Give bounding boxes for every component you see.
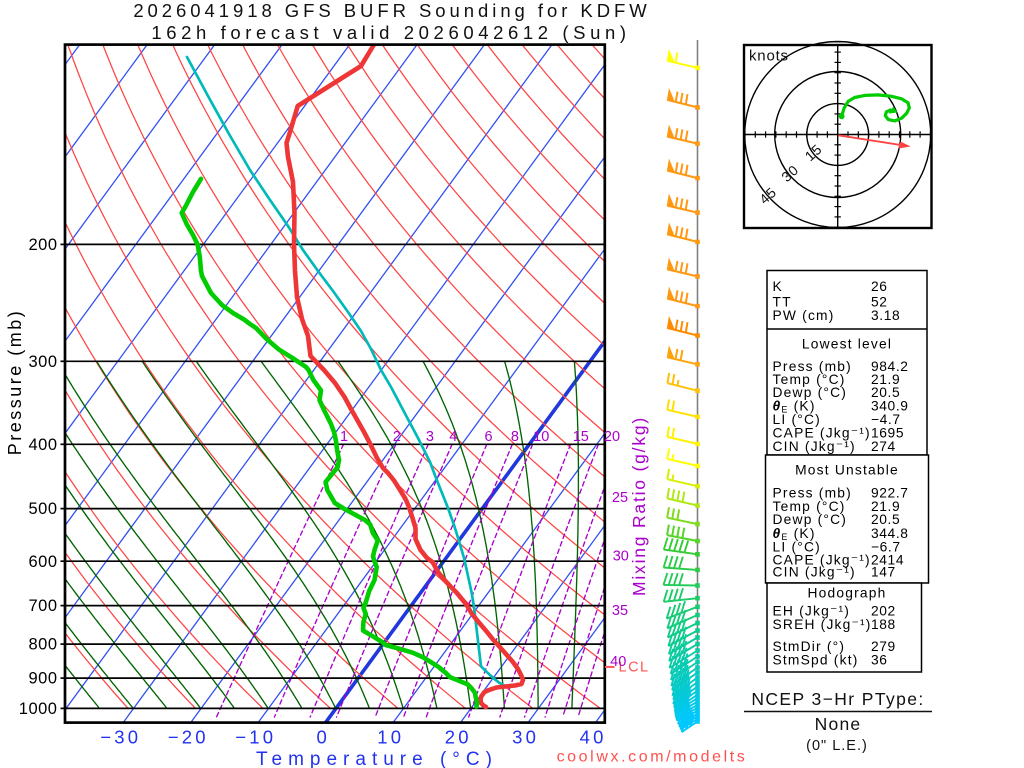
svg-text:3: 3 <box>426 429 434 445</box>
svg-text:6: 6 <box>484 429 492 445</box>
svg-text:−10: −10 <box>235 727 276 748</box>
svg-text:279: 279 <box>871 639 896 654</box>
svg-text:922.7: 922.7 <box>871 486 909 501</box>
svg-text:188: 188 <box>871 617 896 632</box>
svg-text:984.2: 984.2 <box>871 359 909 374</box>
svg-text:Temp (°C): Temp (°C) <box>773 372 846 387</box>
svg-text:−4.7: −4.7 <box>871 412 901 427</box>
svg-text:2414: 2414 <box>871 553 904 568</box>
svg-text:40: 40 <box>580 727 607 748</box>
svg-text:LCL: LCL <box>619 660 650 676</box>
svg-text:LI (°C): LI (°C) <box>773 412 821 427</box>
svg-text:CIN (Jkg⁻¹): CIN (Jkg⁻¹) <box>773 565 856 580</box>
svg-text:1695: 1695 <box>871 426 904 441</box>
svg-text:2026041918 GFS BUFR Sounding f: 2026041918 GFS BUFR Sounding for KDFW <box>133 0 650 21</box>
svg-text:LI (°C): LI (°C) <box>773 540 821 555</box>
svg-text:0: 0 <box>316 727 330 748</box>
svg-text:40: 40 <box>610 654 626 670</box>
svg-text:CIN (Jkg⁻¹): CIN (Jkg⁻¹) <box>773 439 856 454</box>
svg-text:344.8: 344.8 <box>871 526 909 541</box>
svg-text:Dewp (°C): Dewp (°C) <box>773 512 848 527</box>
svg-text:EH (Jkg⁻¹): EH (Jkg⁻¹) <box>773 604 851 619</box>
svg-text:knots: knots <box>749 48 789 65</box>
svg-text:−6.7: −6.7 <box>871 540 901 555</box>
svg-text:θE (K): θE (K) <box>773 399 816 415</box>
svg-text:700: 700 <box>28 597 57 615</box>
svg-text:800: 800 <box>28 636 57 654</box>
svg-text:Hodograph: Hodograph <box>807 585 886 600</box>
svg-text:1000: 1000 <box>19 700 58 718</box>
svg-text:(0" L.E.): (0" L.E.) <box>806 738 868 754</box>
svg-text:NCEP 3−Hr PType:: NCEP 3−Hr PType: <box>751 689 924 709</box>
svg-text:2: 2 <box>393 429 401 445</box>
svg-text:CAPE (Jkg⁻¹): CAPE (Jkg⁻¹) <box>773 426 871 441</box>
svg-text:Lowest level: Lowest level <box>802 337 892 352</box>
svg-text:340.9: 340.9 <box>871 399 909 414</box>
svg-text:StmSpd (kt): StmSpd (kt) <box>773 653 859 668</box>
svg-text:SREH (Jkg⁻¹): SREH (Jkg⁻¹) <box>773 617 872 632</box>
svg-text:10: 10 <box>377 727 404 748</box>
svg-text:Temp (°C): Temp (°C) <box>773 499 846 514</box>
svg-text:Press (mb): Press (mb) <box>773 486 852 501</box>
svg-text:CAPE (Jkg⁻¹): CAPE (Jkg⁻¹) <box>773 553 871 568</box>
svg-text:20: 20 <box>604 429 620 445</box>
svg-text:15: 15 <box>573 429 589 445</box>
svg-text:θE (K): θE (K) <box>773 526 816 542</box>
svg-text:202: 202 <box>871 604 896 619</box>
svg-text:Pressure (mb): Pressure (mb) <box>5 309 25 456</box>
svg-text:600: 600 <box>28 553 57 571</box>
svg-text:30: 30 <box>613 548 629 564</box>
svg-text:coolwx.com/modelts: coolwx.com/modelts <box>557 749 748 766</box>
svg-text:K: K <box>773 279 783 294</box>
svg-text:PW (cm): PW (cm) <box>773 308 835 323</box>
svg-text:200: 200 <box>28 236 57 254</box>
svg-text:35: 35 <box>612 603 628 619</box>
svg-text:None: None <box>815 714 862 734</box>
svg-text:StmDir (°): StmDir (°) <box>773 639 846 654</box>
svg-text:26: 26 <box>871 279 888 294</box>
svg-text:Dewp (°C): Dewp (°C) <box>773 385 848 400</box>
svg-text:TT: TT <box>773 295 792 310</box>
svg-text:36: 36 <box>871 653 888 668</box>
svg-text:20.5: 20.5 <box>871 385 900 400</box>
svg-text:30: 30 <box>512 727 539 748</box>
svg-text:4: 4 <box>449 429 457 445</box>
svg-text:1: 1 <box>340 429 348 445</box>
svg-text:Mixing Ratio (g/kg): Mixing Ratio (g/kg) <box>629 416 649 596</box>
svg-text:Temperature (°C): Temperature (°C) <box>256 749 498 768</box>
svg-text:147: 147 <box>871 565 896 580</box>
svg-text:21.9: 21.9 <box>871 372 900 387</box>
svg-text:Press (mb): Press (mb) <box>773 359 852 374</box>
svg-text:20.5: 20.5 <box>871 512 900 527</box>
svg-text:8: 8 <box>511 429 519 445</box>
svg-text:21.9: 21.9 <box>871 499 900 514</box>
svg-text:400: 400 <box>28 436 57 454</box>
svg-text:3.18: 3.18 <box>871 308 900 323</box>
svg-text:500: 500 <box>28 500 57 518</box>
svg-text:900: 900 <box>28 670 57 688</box>
svg-text:52: 52 <box>871 295 888 310</box>
svg-text:−30: −30 <box>100 727 141 748</box>
svg-text:20: 20 <box>445 727 472 748</box>
svg-text:162h forecast valid 2026042612: 162h forecast valid 2026042612 (Sun) <box>151 22 630 43</box>
svg-text:274: 274 <box>871 439 896 454</box>
svg-text:−20: −20 <box>168 727 209 748</box>
svg-text:25: 25 <box>612 490 628 506</box>
svg-text:Most Unstable: Most Unstable <box>795 463 899 478</box>
svg-text:300: 300 <box>28 353 57 371</box>
svg-text:10: 10 <box>533 429 549 445</box>
